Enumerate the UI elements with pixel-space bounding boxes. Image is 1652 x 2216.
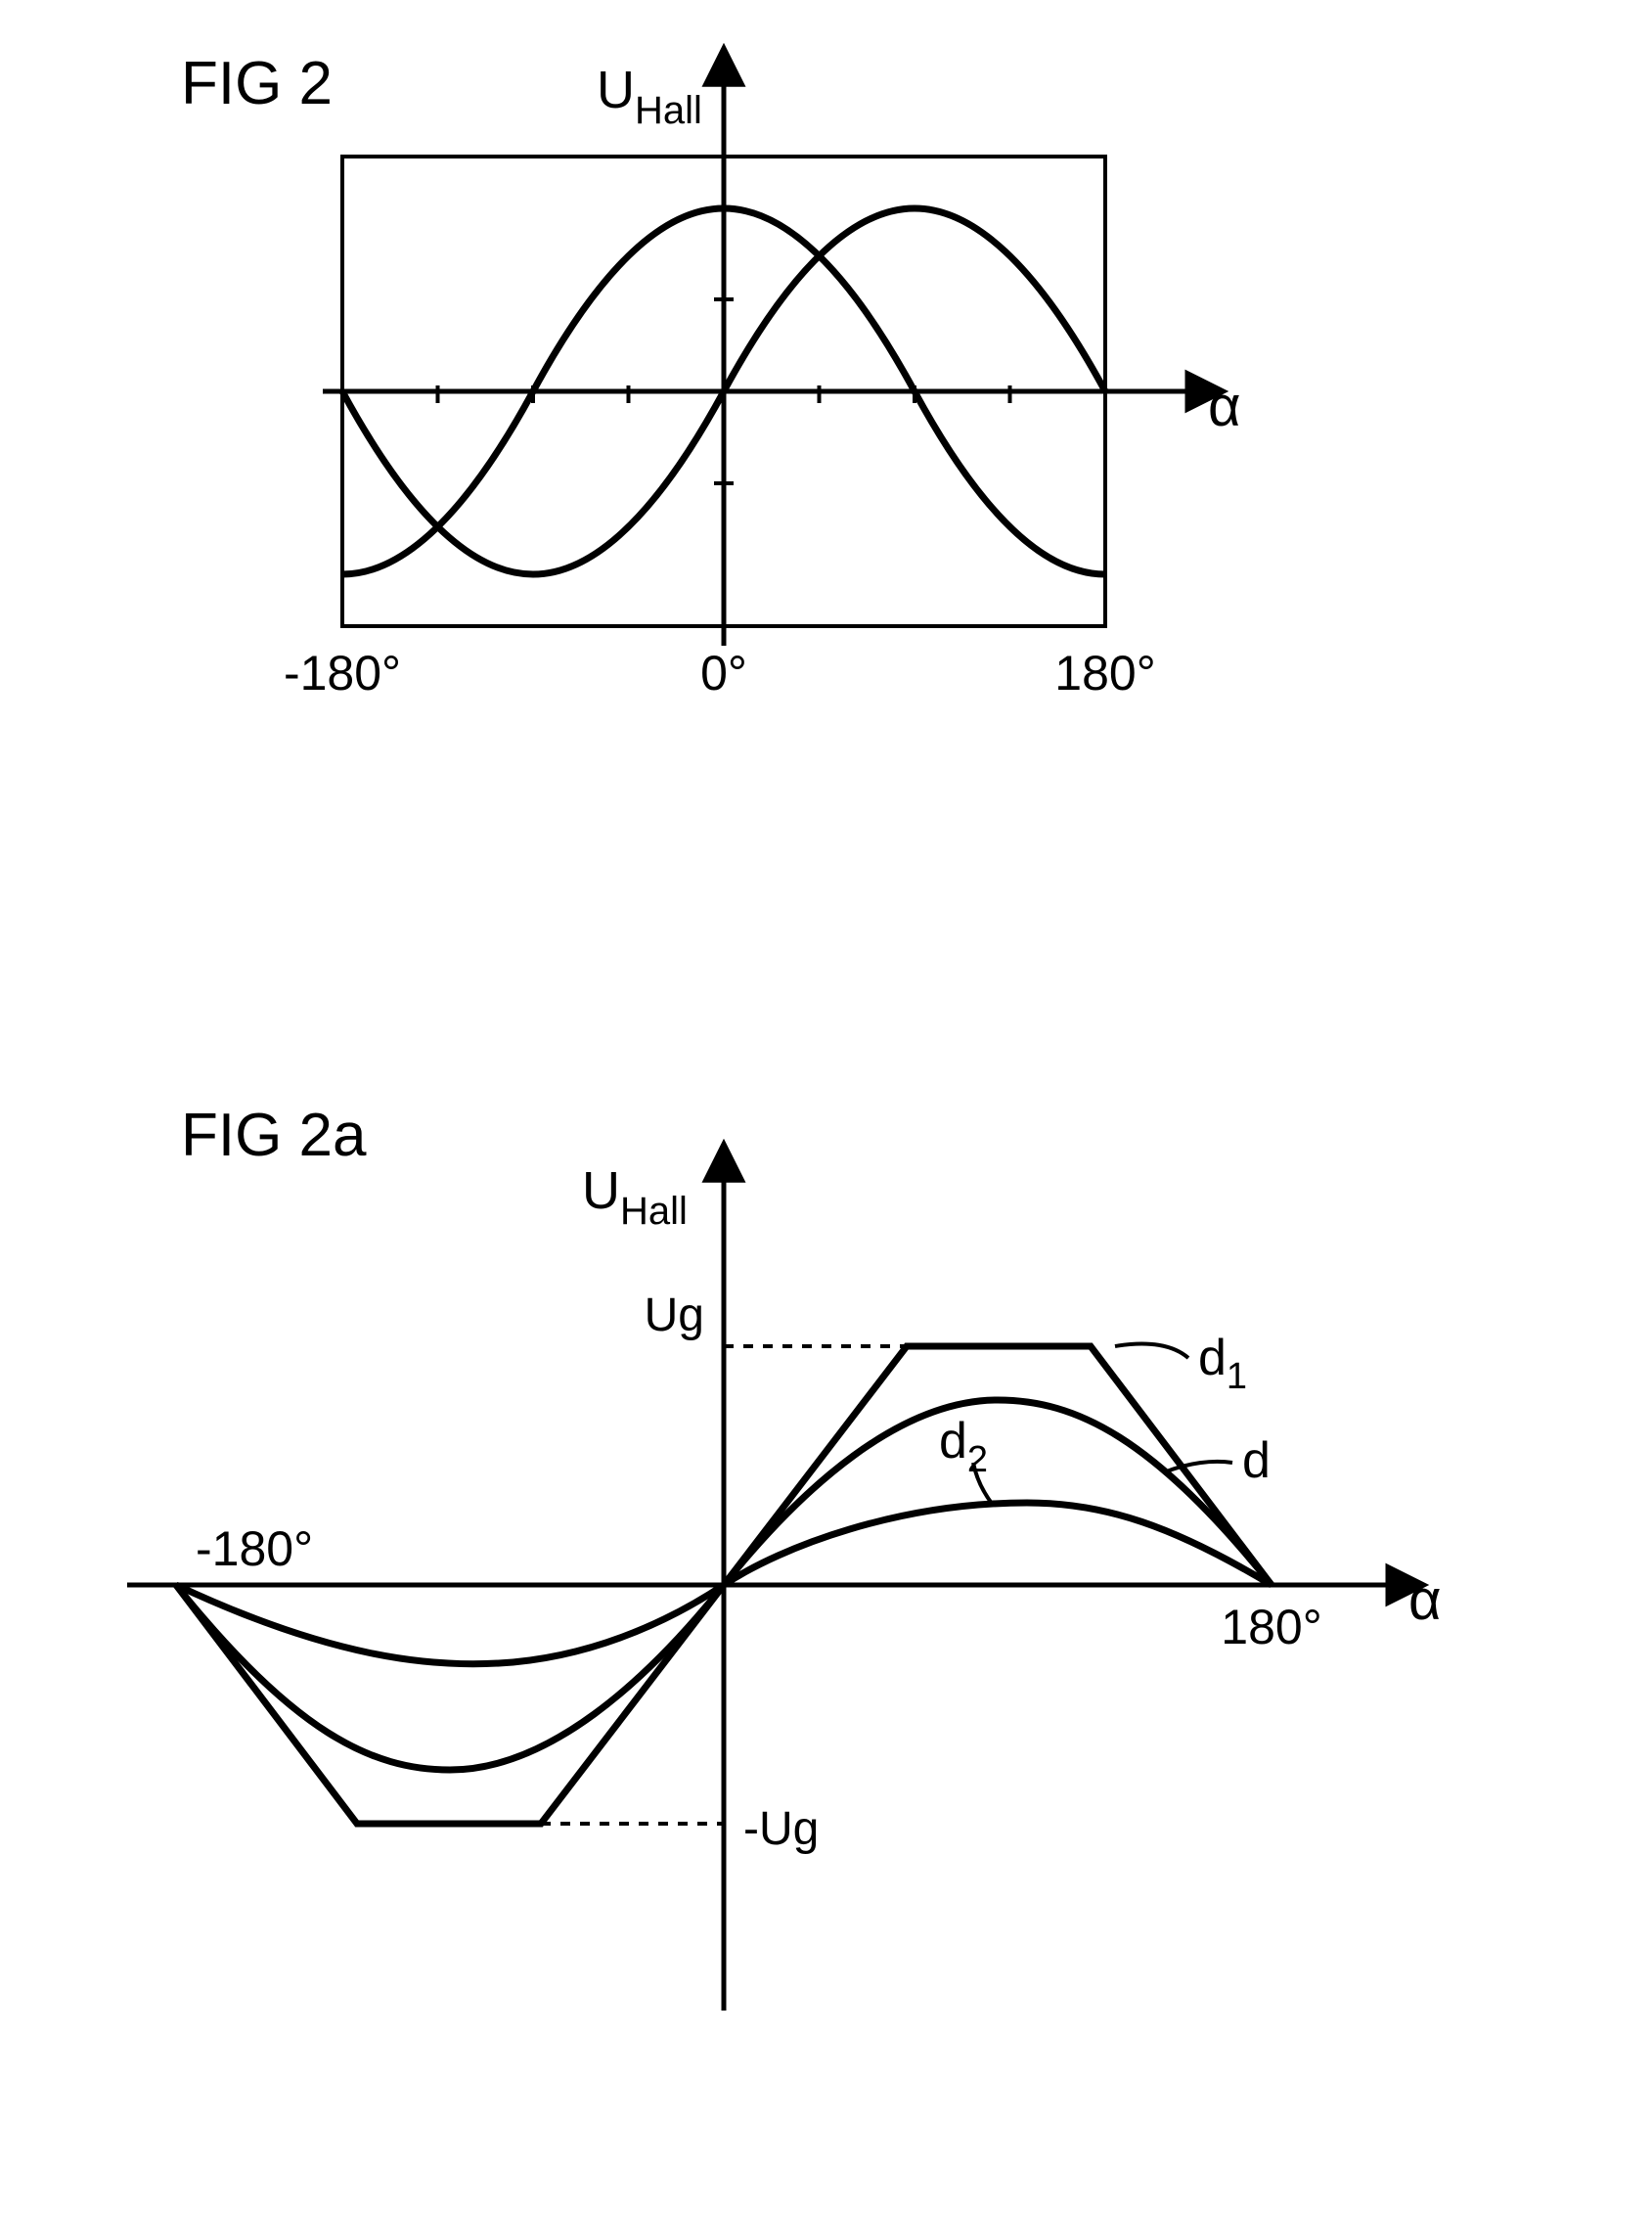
- fig2a-xtick-m180: -180°: [196, 1521, 313, 1576]
- fig2a-callout-d-hook: [1164, 1462, 1232, 1472]
- fig2a-callout-d2: d2: [939, 1413, 988, 1480]
- fig2-y-axis-label: UHall: [597, 61, 702, 132]
- fig2a-ug-label: Ug: [645, 1289, 704, 1341]
- fig2-xtick-m180: -180°: [284, 646, 401, 701]
- fig2a-x-axis-label: α: [1408, 1568, 1442, 1632]
- fig2-x-axis-label: α: [1208, 375, 1241, 438]
- fig2a-callout-d1: d1: [1198, 1330, 1247, 1397]
- fig2a-xtick-180: 180°: [1221, 1600, 1321, 1654]
- fig2-xtick-180: 180°: [1054, 646, 1155, 701]
- fig2-xtick-0: 0°: [700, 646, 747, 701]
- fig2a-mug-label: -Ug: [743, 1803, 819, 1855]
- fig2a-callout-d1-hook: [1115, 1343, 1188, 1358]
- fig2a-callout-d: d: [1242, 1432, 1271, 1489]
- fig2-plot: UHall α -180° 0° 180°: [0, 0, 1652, 881]
- fig2a-y-axis-label: UHall: [582, 1161, 688, 1233]
- fig2a-plot: UHall α Ug -Ug -180° 180° d1 d d: [0, 1076, 1652, 2152]
